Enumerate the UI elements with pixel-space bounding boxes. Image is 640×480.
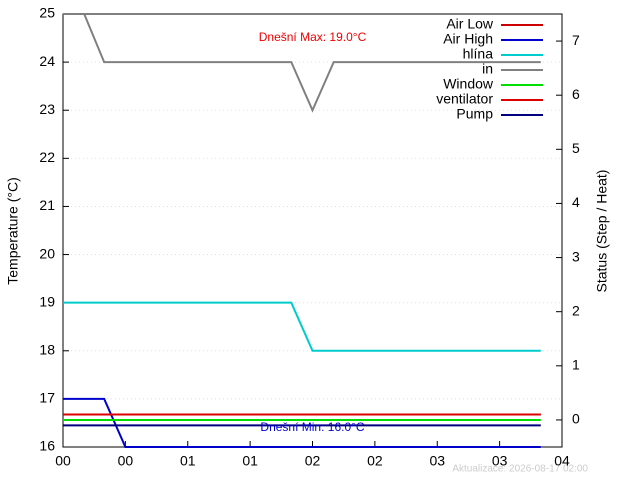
- y2-tick-label: 7: [572, 32, 580, 48]
- y-tick-label: 17: [39, 390, 55, 406]
- y-tick-label: 18: [39, 341, 55, 357]
- y-tick-label: 24: [39, 53, 55, 69]
- x-tick-label: 01: [242, 453, 258, 469]
- x-tick-label: 01: [180, 453, 196, 469]
- annotation: Dnešní Max: 19.0°C: [259, 30, 367, 44]
- legend-label: Pump: [456, 106, 493, 122]
- x-tick-label: 00: [118, 453, 134, 469]
- series-line: [63, 301, 541, 352]
- x-tick-label: 03: [429, 453, 445, 469]
- legend-label: ventilator: [436, 91, 493, 107]
- series-line: [63, 397, 541, 448]
- series-line: [63, 13, 541, 113]
- x-tick-label: 04: [554, 453, 570, 469]
- y2-tick-label: 3: [572, 248, 580, 264]
- y2-tick-label: 0: [572, 411, 580, 427]
- y-tick-label: 23: [39, 101, 55, 117]
- y2-tick-label: 1: [572, 357, 580, 373]
- y-tick-label: 19: [39, 293, 55, 309]
- y2-axis-label: Status (Step / Heat): [594, 170, 610, 293]
- footnote: Aktualizace: 2026-08-17 02:00: [452, 464, 588, 475]
- y-tick-label: 20: [39, 245, 55, 261]
- y-tick-label: 16: [39, 438, 55, 454]
- y2-tick-label: 5: [572, 140, 580, 156]
- x-tick-label: 02: [305, 453, 321, 469]
- y2-tick-label: 4: [572, 194, 580, 210]
- y-axis-label: Temperature (°C): [5, 177, 21, 285]
- legend-label: Air High: [443, 31, 493, 47]
- legend-label: Window: [443, 76, 494, 92]
- x-tick-label: 02: [367, 453, 383, 469]
- annotation: Dnešní Min: 16.0°C: [260, 420, 365, 434]
- y-tick-label: 22: [39, 149, 55, 165]
- legend-label: hlína: [463, 46, 494, 62]
- y2-tick-label: 6: [572, 86, 580, 102]
- y-tick-label: 25: [39, 5, 55, 21]
- legend-label: Air Low: [446, 16, 494, 32]
- y2-tick-label: 2: [572, 302, 580, 318]
- x-tick-label: 03: [492, 453, 508, 469]
- legend-label: in: [482, 61, 493, 77]
- y-tick-label: 21: [39, 197, 55, 213]
- x-tick-label: 00: [55, 453, 71, 469]
